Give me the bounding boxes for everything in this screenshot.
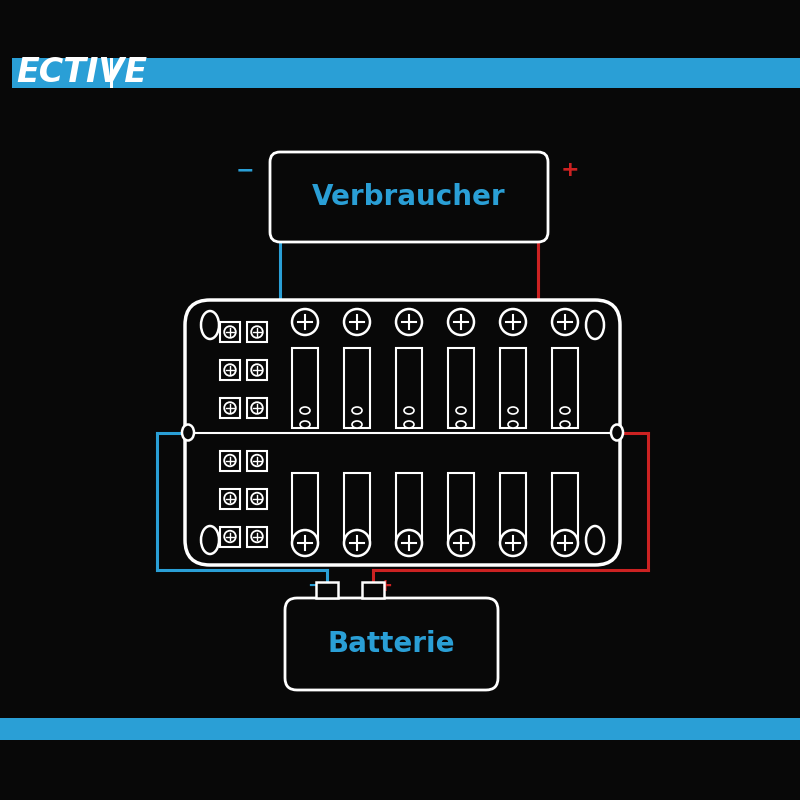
Ellipse shape: [352, 407, 362, 414]
Circle shape: [500, 309, 526, 335]
Bar: [220, 489, 240, 509]
Bar: [0, 718, 800, 740]
Ellipse shape: [611, 425, 623, 441]
Ellipse shape: [201, 526, 219, 554]
Bar: [316, 582, 338, 598]
Ellipse shape: [508, 407, 518, 414]
Bar: [220, 360, 240, 380]
Bar: [247, 360, 267, 380]
Ellipse shape: [201, 311, 219, 339]
Text: ECTIVE: ECTIVE: [16, 57, 147, 90]
Ellipse shape: [560, 407, 570, 414]
Text: Verbraucher: Verbraucher: [312, 183, 506, 211]
Circle shape: [251, 493, 262, 504]
Bar: [220, 398, 240, 418]
Circle shape: [224, 364, 236, 376]
Text: Batterie: Batterie: [328, 630, 455, 658]
Circle shape: [251, 530, 262, 542]
Bar: [247, 398, 267, 418]
Circle shape: [552, 530, 578, 556]
Bar: [247, 450, 267, 470]
Circle shape: [224, 402, 236, 414]
Bar: [344, 473, 370, 545]
Bar: [0, 58, 800, 88]
Ellipse shape: [300, 407, 310, 414]
Bar: [0, 58, 12, 88]
Bar: [292, 473, 318, 545]
Circle shape: [448, 530, 474, 556]
Text: −: −: [307, 577, 322, 595]
Circle shape: [224, 326, 236, 338]
Circle shape: [251, 326, 262, 338]
Text: −: −: [236, 160, 254, 180]
Bar: [552, 473, 578, 545]
Ellipse shape: [404, 421, 414, 428]
Circle shape: [500, 530, 526, 556]
FancyBboxPatch shape: [185, 300, 620, 565]
Circle shape: [251, 364, 262, 376]
Circle shape: [344, 530, 370, 556]
Circle shape: [396, 309, 422, 335]
Circle shape: [344, 309, 370, 335]
Bar: [552, 348, 578, 428]
Circle shape: [292, 309, 318, 335]
Bar: [396, 348, 422, 428]
Circle shape: [552, 309, 578, 335]
Ellipse shape: [586, 311, 604, 339]
Text: +: +: [561, 160, 579, 180]
Bar: [247, 489, 267, 509]
Bar: [292, 348, 318, 428]
Bar: [500, 473, 526, 545]
Text: +: +: [378, 577, 393, 595]
Circle shape: [292, 530, 318, 556]
FancyBboxPatch shape: [270, 152, 548, 242]
Bar: [448, 473, 474, 545]
Ellipse shape: [456, 407, 466, 414]
Ellipse shape: [586, 526, 604, 554]
Bar: [220, 322, 240, 342]
Ellipse shape: [404, 407, 414, 414]
Bar: [220, 450, 240, 470]
Ellipse shape: [182, 425, 194, 441]
Circle shape: [224, 493, 236, 504]
Ellipse shape: [508, 421, 518, 428]
Bar: [500, 348, 526, 428]
Ellipse shape: [300, 421, 310, 428]
Circle shape: [396, 530, 422, 556]
Circle shape: [224, 454, 236, 466]
Bar: [110, 58, 113, 88]
Bar: [247, 526, 267, 546]
Bar: [344, 348, 370, 428]
FancyBboxPatch shape: [285, 598, 498, 690]
Bar: [448, 348, 474, 428]
Bar: [220, 526, 240, 546]
Circle shape: [251, 454, 262, 466]
Ellipse shape: [560, 421, 570, 428]
Circle shape: [448, 309, 474, 335]
Ellipse shape: [456, 421, 466, 428]
Bar: [362, 582, 384, 598]
Ellipse shape: [352, 421, 362, 428]
Bar: [396, 473, 422, 545]
Bar: [247, 322, 267, 342]
Circle shape: [224, 530, 236, 542]
Circle shape: [251, 402, 262, 414]
